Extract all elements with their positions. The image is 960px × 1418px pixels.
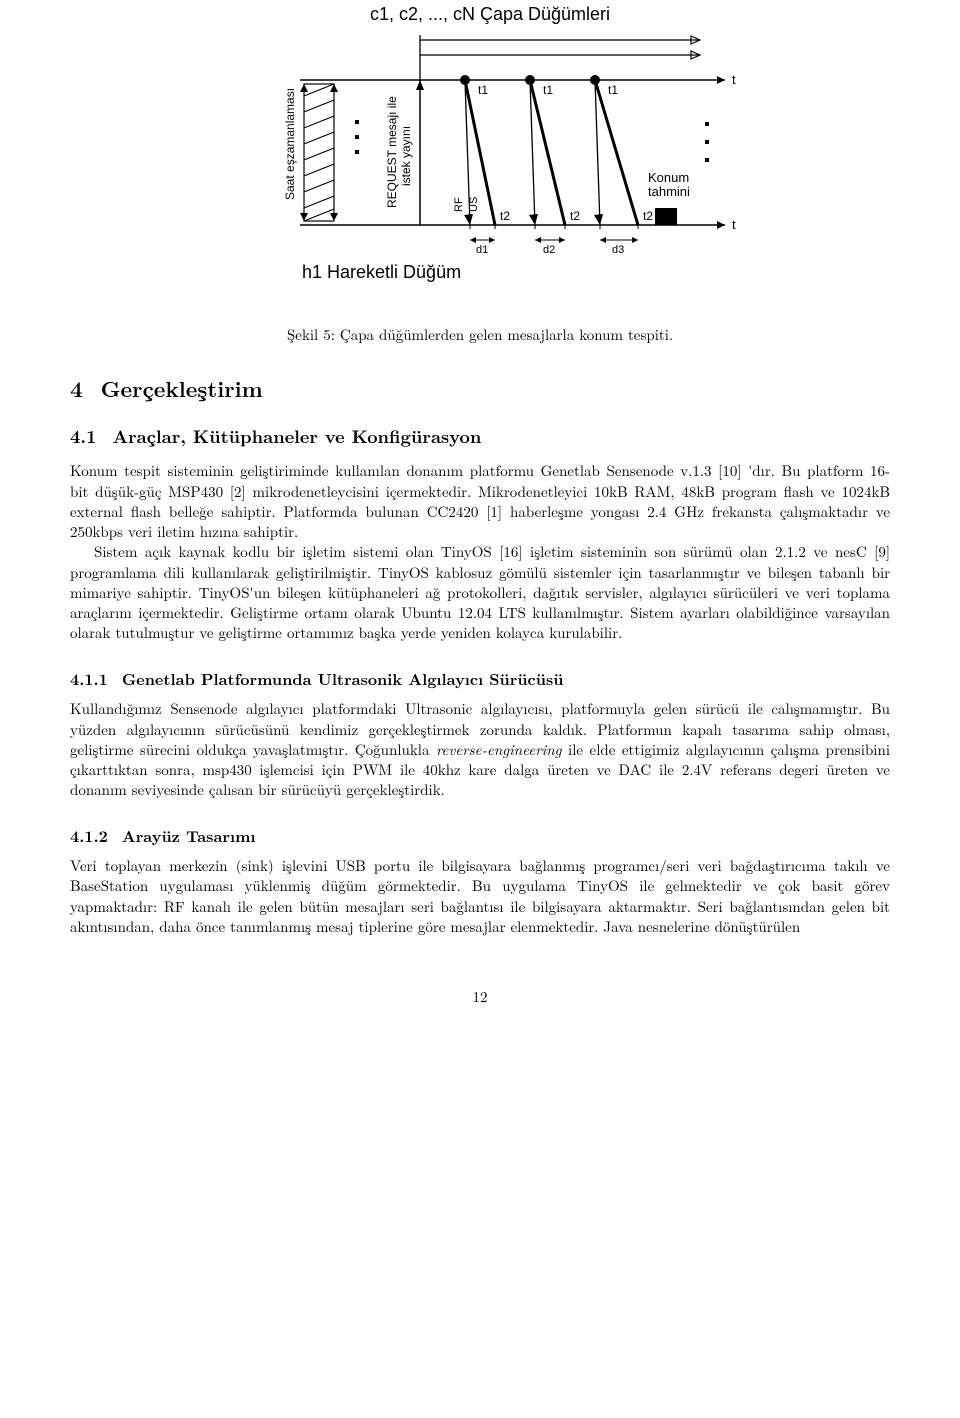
paragraph: Konum tespit sisteminin geliştiriminde k… [70,461,890,542]
subsection-title: Araçlar, Kütüphaneler ve Konfigürasyon [112,424,481,449]
subsubsection-4-1-2-heading: 4.1.2 Arayüz Tasarımı [70,825,890,847]
paragraph: Kullandığımız Sensenode algılayıcı platf… [70,699,890,800]
subsection-number: 4.1 [70,424,96,449]
svg-text:t2: t2 [570,209,580,223]
svg-text:d3: d3 [612,244,624,256]
figure-5: c1, c2, ..., cN Çapa Düğümleri t t1 t1 t… [70,0,890,295]
subsection-4-1-heading: 4.1 Araçlar, Kütüphaneler ve Konfigürasyo… [70,425,890,449]
subsubsection-title: Arayüz Tasarımı [122,824,256,847]
diagram-top-title: c1, c2, ..., cN Çapa Düğümleri [370,4,610,24]
italic-term: reverse-engineering [436,739,562,760]
svg-text:d2: d2 [543,244,555,256]
section-number: 4 [70,373,83,404]
svg-text:t: t [732,217,736,232]
section-title: Gerçekleştirim [101,373,263,404]
svg-text:US: US [468,197,480,212]
svg-text:Saat eşzamanlaması: Saat eşzamanlaması [283,88,297,200]
svg-text:t2: t2 [643,209,653,223]
subsubsection-title: Genetlab Platformunda Ultrasonik Algılay… [122,667,564,690]
svg-text:RF: RF [453,197,465,212]
svg-text:REQUEST mesajı ile: REQUEST mesajı ile [385,96,399,208]
svg-text:t1: t1 [543,83,553,97]
section-4-heading: 4 Gerçekleştirim [70,374,890,404]
subsubsection-number: 4.1.1 [70,667,108,690]
diagram-svg: c1, c2, ..., cN Çapa Düğümleri t t1 t1 t… [200,0,760,290]
subsubsection-number: 4.1.2 [70,824,108,847]
diagram-bottom-title: h1 Hareketli Düğüm [302,262,461,282]
svg-text:t: t [732,72,736,87]
svg-text:t1: t1 [478,83,488,97]
svg-text:istek yayını: istek yayını [399,126,413,186]
paragraph: Veri toplayan merkezin (sink) işlevini U… [70,856,890,937]
page-number: 12 [70,987,890,1007]
svg-text:d1: d1 [476,244,488,256]
svg-text:t2: t2 [500,209,510,223]
subsubsection-4-1-1-heading: 4.1.1 Genetlab Platformunda Ultrasonik Al… [70,668,890,690]
figure-caption: Şekil 5: Çapa düğümlerden gelen mesajlar… [70,325,890,345]
svg-text:t1: t1 [608,83,618,97]
svg-text:Konum: Konum [648,170,689,185]
svg-text:tahmini: tahmini [648,184,690,199]
paragraph: Sistem açık kaynak kodlu bir işletim sis… [70,542,890,643]
